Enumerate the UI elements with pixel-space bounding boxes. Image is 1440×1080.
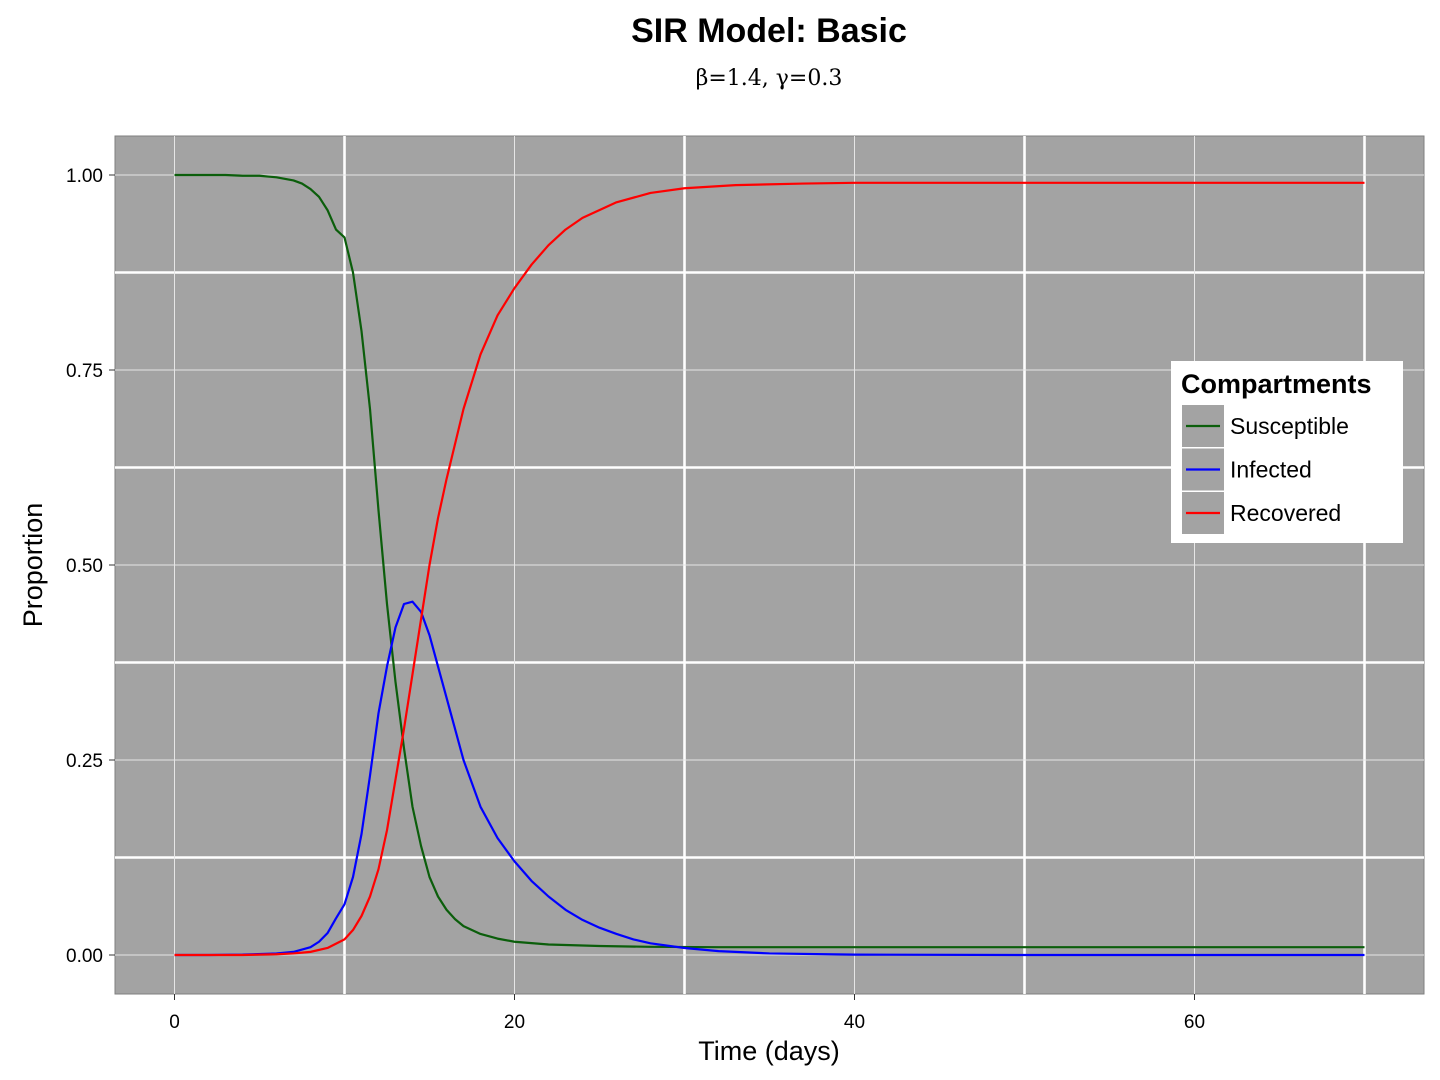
- y-tick-label: 0.75: [66, 361, 103, 382]
- chart-title: SIR Model: Basic: [631, 12, 907, 50]
- x-tick-label: 40: [844, 1012, 865, 1033]
- x-axis-title: Time (days): [698, 1036, 840, 1066]
- x-tick-label: 60: [1184, 1012, 1205, 1033]
- series-line-susceptible: [174, 173, 1365, 949]
- y-tick-label: 0.25: [66, 751, 103, 772]
- x-tick-label: 20: [504, 1012, 525, 1033]
- series-layer: [174, 173, 1365, 957]
- legend-title: Compartments: [1181, 369, 1372, 399]
- y-tick-label: 1.00: [66, 166, 103, 187]
- y-axis: 0.00 0.25 0.50 0.75 1.00: [66, 166, 115, 967]
- y-tick-label: 0.00: [66, 946, 103, 967]
- legend-items: Susceptible Infected Recovered: [1182, 405, 1349, 534]
- series-line-infected: [174, 600, 1365, 957]
- legend: Compartments Susceptible Infected Recovere…: [1171, 361, 1403, 543]
- legend-label-susceptible: Susceptible: [1230, 413, 1349, 439]
- chart-subtitle: β=1.4, γ=0.3: [696, 66, 843, 91]
- x-tick-label: 0: [169, 1012, 180, 1033]
- series-line-recovered: [174, 181, 1365, 957]
- legend-label-infected: Infected: [1230, 457, 1312, 483]
- x-axis: 0 20 40 60: [169, 994, 1205, 1033]
- legend-label-recovered: Recovered: [1230, 500, 1341, 526]
- y-axis-title: Proportion: [18, 503, 48, 628]
- y-tick-label: 0.50: [66, 556, 103, 577]
